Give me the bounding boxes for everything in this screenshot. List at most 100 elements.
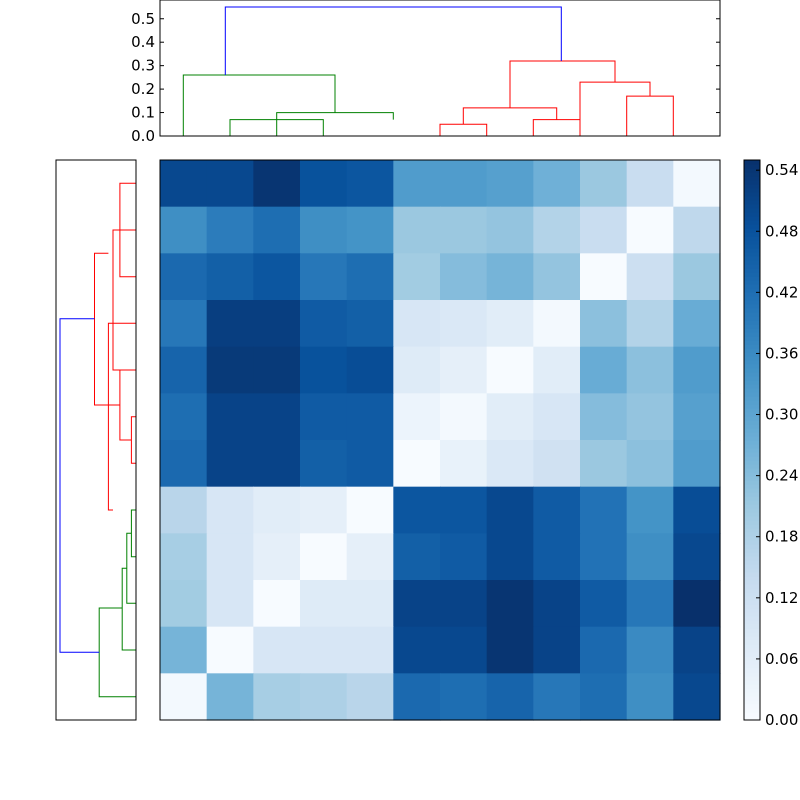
heatmap-cell [206, 486, 254, 534]
colorbar-step [744, 268, 760, 273]
heatmap-cell [206, 346, 254, 394]
colorbar-step [744, 688, 760, 693]
colorbar-step [744, 596, 760, 601]
heatmap-cell [626, 300, 674, 348]
left-dendrogram-link [130, 509, 136, 558]
colorbar-step [744, 552, 760, 557]
colorbar-step [744, 276, 760, 281]
colorbar-step [744, 272, 760, 277]
heatmap-cell [486, 533, 534, 581]
heatmap-cell [346, 253, 394, 301]
heatmap-cell [673, 253, 721, 301]
heatmap-cell [486, 393, 534, 441]
heatmap-cell [626, 440, 674, 488]
colorbar-step [744, 444, 760, 449]
heatmap-cell [533, 440, 581, 488]
heatmap-cell [300, 486, 348, 534]
heatmap-cell [206, 160, 254, 208]
top-dendrogram-link [224, 6, 562, 75]
heatmap-cell [253, 300, 301, 348]
heatmap-cell [206, 300, 254, 348]
colorbar-step [744, 476, 760, 481]
colorbar-step [744, 172, 760, 177]
heatmap-cell [346, 300, 394, 348]
colorbar-step [744, 200, 760, 205]
colorbar-tick-label: 0.24 [765, 467, 798, 485]
heatmap-cell [300, 160, 348, 208]
heatmap-cell [440, 440, 488, 488]
heatmap-cell [440, 346, 488, 394]
colorbar-step [744, 316, 760, 321]
colorbar-step [744, 188, 760, 193]
heatmap-cell [346, 346, 394, 394]
colorbar-step [744, 708, 760, 713]
colorbar-step [744, 340, 760, 345]
colorbar-step [744, 504, 760, 509]
colorbar-step [744, 428, 760, 433]
heatmap-cell [253, 346, 301, 394]
heatmap-cell [580, 253, 628, 301]
heatmap-cell [393, 626, 441, 674]
heatmap-cell [486, 160, 534, 208]
left-dendrogram-links [59, 182, 136, 698]
left-dendrogram [55, 159, 137, 721]
colorbar-step [744, 424, 760, 429]
heatmap-cell [253, 580, 301, 628]
colorbar-step [744, 212, 760, 217]
colorbar-step [744, 220, 760, 225]
colorbar-step [744, 204, 760, 209]
colorbar-step [744, 556, 760, 561]
colorbar-step [744, 692, 760, 697]
colorbar-step [744, 344, 760, 349]
top-dendrogram-link [439, 123, 488, 136]
heatmap-cell [346, 160, 394, 208]
colorbar-step [744, 636, 760, 641]
colorbar-step [744, 656, 760, 661]
heatmap-cell [533, 253, 581, 301]
colorbar-step [744, 512, 760, 517]
heatmap-cell [393, 580, 441, 628]
heatmap-cell [626, 626, 674, 674]
colorbar-step [744, 336, 760, 341]
heatmap-cell [580, 393, 628, 441]
colorbar-step [744, 260, 760, 265]
top-dendrogram-tick-label: 0.4 [131, 33, 155, 51]
colorbar-step [744, 600, 760, 605]
top-dendrogram-links [182, 6, 674, 136]
colorbar-step [744, 492, 760, 497]
heatmap-cell [206, 393, 254, 441]
heatmap-cell [160, 440, 208, 488]
colorbar-step [744, 500, 760, 505]
colorbar-step [744, 184, 760, 189]
heatmap-cell [626, 346, 674, 394]
colorbar-step [744, 532, 760, 537]
heatmap-cell [486, 626, 534, 674]
heatmap-cell [580, 160, 628, 208]
colorbar-step [744, 236, 760, 241]
heatmap-cell [486, 486, 534, 534]
heatmap-cell [580, 440, 628, 488]
colorbar-step [744, 652, 760, 657]
top-dendrogram-tick-label: 0.1 [131, 104, 155, 122]
colorbar-step [744, 472, 760, 477]
heatmap-cell [626, 206, 674, 254]
heatmap-cell [533, 626, 581, 674]
top-dendrogram-link [532, 119, 581, 136]
top-dendrogram-tick-label: 0.2 [131, 80, 155, 98]
heatmap-cell [440, 580, 488, 628]
colorbar-tick-label: 0.42 [765, 283, 798, 301]
heatmap-cell [300, 253, 348, 301]
colorbar-step [744, 544, 760, 549]
left-dendrogram-link [121, 567, 136, 651]
colorbar-step [744, 192, 760, 197]
colorbar-tick-label: 0.18 [765, 528, 798, 546]
top-dendrogram-link [462, 107, 558, 125]
heatmap-cell [206, 440, 254, 488]
top-dendrogram-y-axis: 0.0 0.1 0.2 0.3 0.4 0.5 [131, 10, 720, 145]
heatmap-cell [673, 580, 721, 628]
heatmap-cell [533, 533, 581, 581]
colorbar-step [744, 420, 760, 425]
heatmap-cell [533, 346, 581, 394]
heatmap-cell [393, 300, 441, 348]
heatmap-cell [160, 206, 208, 254]
